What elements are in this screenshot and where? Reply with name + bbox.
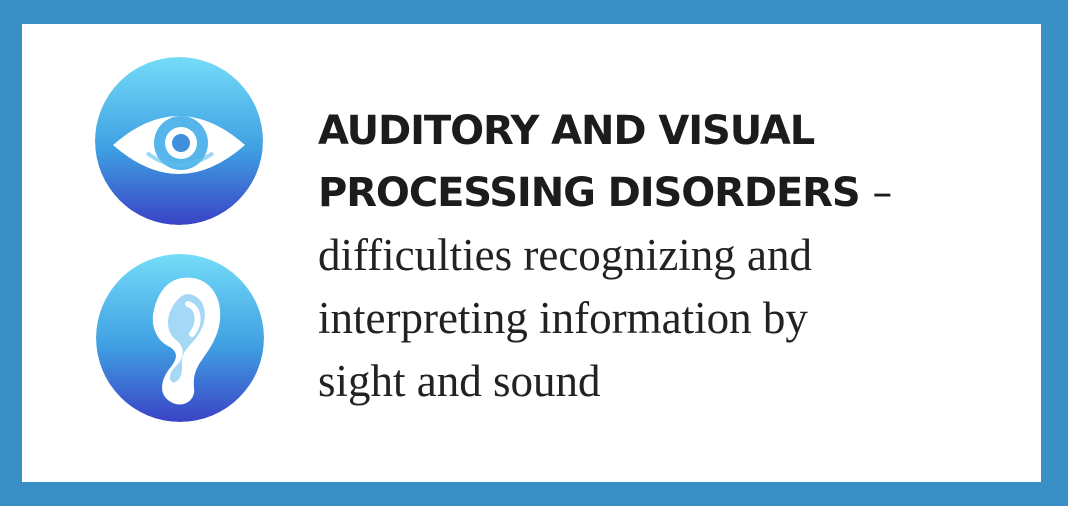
eye-icon-graphic	[95, 57, 263, 225]
info-text: AUDITORY AND VISUAL PROCESSING DISORDERS…	[318, 100, 998, 413]
heading-dash: –	[872, 170, 892, 216]
heading-line-1: AUDITORY AND VISUAL	[318, 108, 815, 154]
ear-icon	[96, 254, 264, 422]
heading-line-2: PROCESSING DISORDERS –	[318, 162, 998, 224]
description-line-3: sight and sound	[318, 356, 601, 406]
description-line-1: difficulties recognizing and	[318, 230, 813, 280]
description-line-2: interpreting information by	[318, 293, 808, 343]
info-card: AUDITORY AND VISUAL PROCESSING DISORDERS…	[22, 24, 1041, 482]
heading-line-2-text: PROCESSING DISORDERS	[318, 170, 861, 216]
eye-icon	[95, 57, 263, 225]
ear-icon-graphic	[96, 254, 264, 422]
